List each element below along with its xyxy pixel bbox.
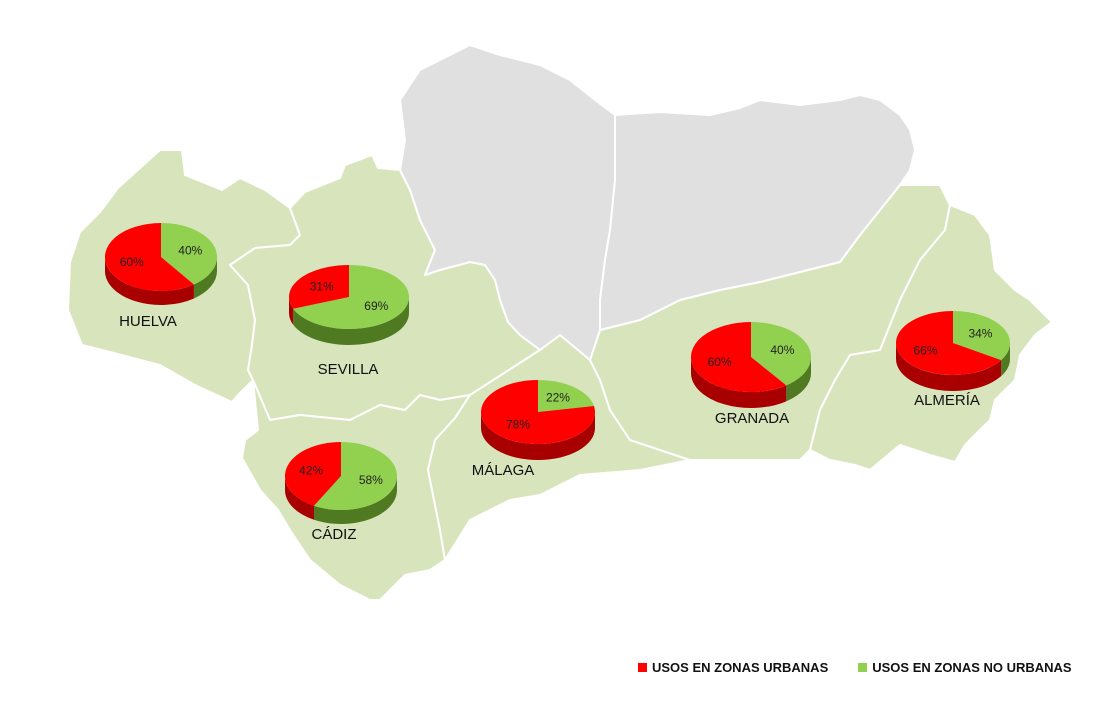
pie-malaga: 22% 78% xyxy=(480,380,595,460)
province-label-malaga: MÁLAGA xyxy=(472,462,535,479)
legend-swatch-urban xyxy=(638,663,647,672)
pie-huelva-non-urban-label: 40% xyxy=(178,243,202,257)
province-shape-jaen xyxy=(599,94,916,331)
pie-malaga-urban-slice xyxy=(480,380,595,444)
province-label-almeria: ALMERÍA xyxy=(914,392,980,409)
pie-cadiz-urban-slice xyxy=(284,442,341,506)
pie-granada-non-urban-side xyxy=(786,357,811,402)
pie-almeria-urban-slice xyxy=(896,311,1002,375)
pie-cadiz-non-urban-slice xyxy=(314,442,397,510)
pie-cadiz: 58% 42% xyxy=(284,442,397,524)
pie-malaga-urban-label: 78% xyxy=(506,418,530,432)
pie-huelva-non-urban-slice xyxy=(161,223,218,285)
pie-huelva-urban-side xyxy=(105,257,194,306)
pie-huelva-non-urban-side xyxy=(193,257,217,299)
pie-granada: 40% 60% xyxy=(691,322,812,408)
pie-sevilla-urban-label: 31% xyxy=(310,279,334,293)
pie-malaga-non-urban-slice xyxy=(538,380,594,412)
pie-granada-urban-slice xyxy=(691,322,787,392)
pie-almeria-non-urban-side xyxy=(1001,343,1010,377)
pie-sevilla-non-urban-side xyxy=(293,297,409,346)
pie-granada-non-urban-slice xyxy=(751,322,812,386)
legend-swatch-non-urban xyxy=(858,663,868,672)
legend-item-non-urban: USOS EN ZONAS NO URBANAS xyxy=(858,660,1072,675)
province-label-granada: GRANADA xyxy=(715,410,789,427)
legend-item-urban: USOS EN ZONAS URBANAS xyxy=(638,660,828,675)
excluded-layer xyxy=(399,44,916,361)
pie-granada-urban-side xyxy=(691,357,787,408)
province-label-sevilla: SEVILLA xyxy=(318,361,379,378)
pie-cadiz-non-urban-label: 58% xyxy=(359,473,383,487)
province-label-cadiz: CÁDIZ xyxy=(312,526,357,543)
pie-sevilla: 69% 31% xyxy=(288,265,409,346)
legend-label-non-urban: USOS EN ZONAS NO URBANAS xyxy=(872,660,1072,675)
pie-almeria-non-urban-slice xyxy=(953,311,1010,361)
province-shape-cordoba xyxy=(399,44,616,361)
province-label-huelva: HUELVA xyxy=(119,313,177,330)
legend-label-urban: USOS EN ZONAS URBANAS xyxy=(652,660,829,675)
pie-almeria-non-urban-label: 34% xyxy=(968,327,992,341)
pie-malaga-non-urban-label: 22% xyxy=(546,391,570,405)
pie-huelva: 40% 60% xyxy=(105,223,218,306)
pie-sevilla-urban-side xyxy=(289,297,294,325)
pie-huelva-urban-slice xyxy=(105,223,194,291)
pie-cadiz-urban-label: 42% xyxy=(299,464,323,478)
pie-almeria: 34% 66% xyxy=(895,311,1010,392)
pie-malaga-urban-side xyxy=(481,412,595,460)
pie-cadiz-non-urban-side xyxy=(314,476,397,524)
pie-almeria-urban-side xyxy=(895,343,1002,392)
pie-sevilla-non-urban-label: 69% xyxy=(364,299,388,313)
pie-granada-urban-label: 60% xyxy=(708,355,732,369)
pie-sevilla-non-urban-slice xyxy=(293,265,409,329)
pie-sevilla-urban-slice xyxy=(288,265,349,309)
pie-charts: 40% 60% 69% 31% 58% 42% 22% 78% 40% 60% 34% 66% xyxy=(105,223,1010,524)
province-labels: HUELVA SEVILLA CÁDIZ MÁLAGA GRANADA ALME… xyxy=(119,313,980,543)
pie-almeria-urban-label: 66% xyxy=(914,344,938,358)
pie-huelva-urban-label: 60% xyxy=(120,255,144,269)
pie-cadiz-urban-side xyxy=(285,476,315,520)
legend: USOS EN ZONAS URBANAS USOS EN ZONAS NO U… xyxy=(638,660,1072,675)
pie-granada-non-urban-label: 40% xyxy=(770,343,794,357)
